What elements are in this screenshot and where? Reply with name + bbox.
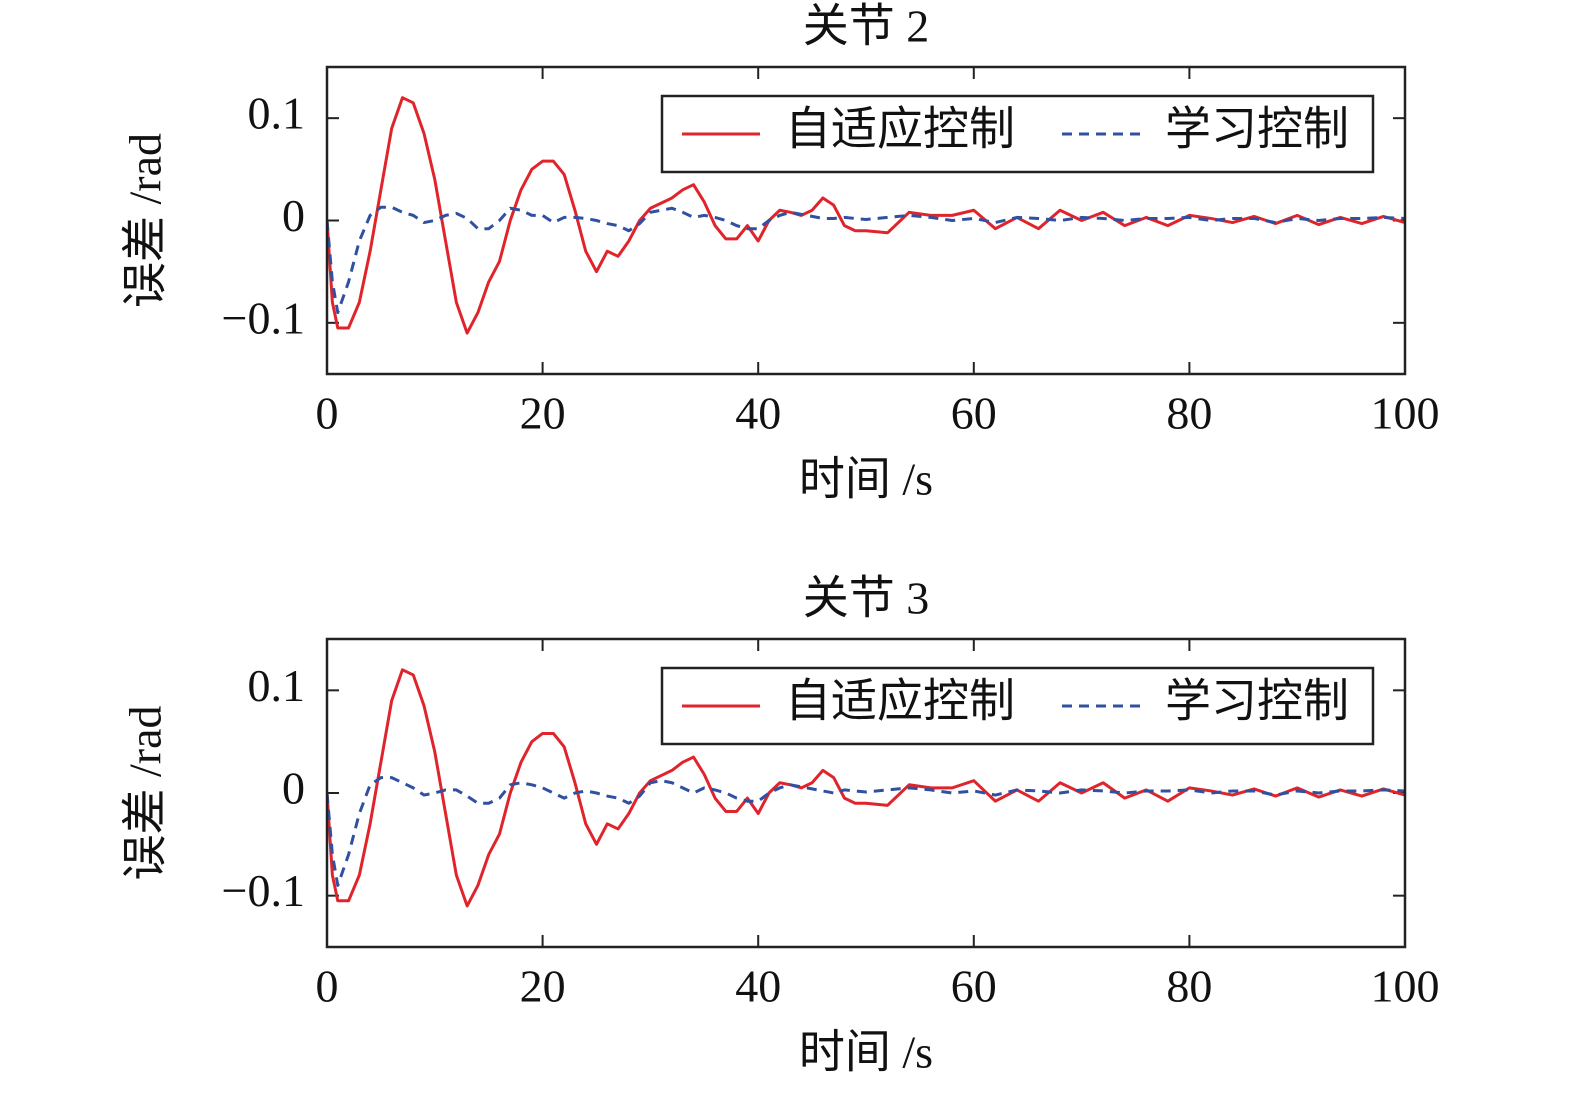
y-tick-label: −0.1: [222, 292, 305, 343]
y-tick-label: 0: [282, 763, 305, 814]
legend-label: 学习控制: [1165, 676, 1349, 727]
x-tick-label: 80: [1166, 388, 1212, 439]
series-line: [327, 776, 1405, 887]
series-line: [327, 668, 1405, 908]
x-tick-label: 60: [951, 388, 997, 439]
axes-box: [325, 65, 1407, 376]
y-tick-label: −0.1: [222, 865, 305, 916]
y-tick-label: 0.1: [248, 88, 306, 139]
x-tick-label: 40: [735, 388, 781, 439]
x-tick-label: 40: [735, 961, 781, 1012]
legend-box: [660, 666, 1375, 746]
legend-label: 自适应控制: [785, 104, 1015, 155]
legend-label: 学习控制: [1165, 104, 1349, 155]
x-axis-label: 时间 /s: [799, 454, 933, 505]
x-axis-label: 时间 /s: [799, 1027, 933, 1078]
x-tick-label: 80: [1166, 961, 1212, 1012]
x-tick-label: 60: [951, 961, 997, 1012]
x-tick-label: 100: [1371, 388, 1440, 439]
plot-area: [327, 668, 1405, 908]
y-axis-label: 误差 /rad: [120, 133, 171, 308]
x-tick-label: 100: [1371, 961, 1440, 1012]
axes-box: [325, 637, 1407, 949]
legend-box: [660, 94, 1375, 174]
legend-label: 自适应控制: [785, 676, 1015, 727]
x-tick-label: 0: [316, 388, 339, 439]
chart-title: 关节 2: [803, 1, 930, 52]
x-tick-label: 0: [316, 961, 339, 1012]
x-tick-label: 20: [520, 961, 566, 1012]
series-line: [327, 205, 1405, 315]
series-line: [327, 96, 1405, 335]
chart-title: 关节 3: [803, 573, 930, 624]
y-tick-label: 0: [282, 190, 305, 241]
y-tick-label: 0.1: [248, 660, 306, 711]
x-tick-label: 20: [520, 388, 566, 439]
plot-area: [327, 96, 1405, 335]
y-axis-label: 误差 /rad: [120, 705, 171, 880]
